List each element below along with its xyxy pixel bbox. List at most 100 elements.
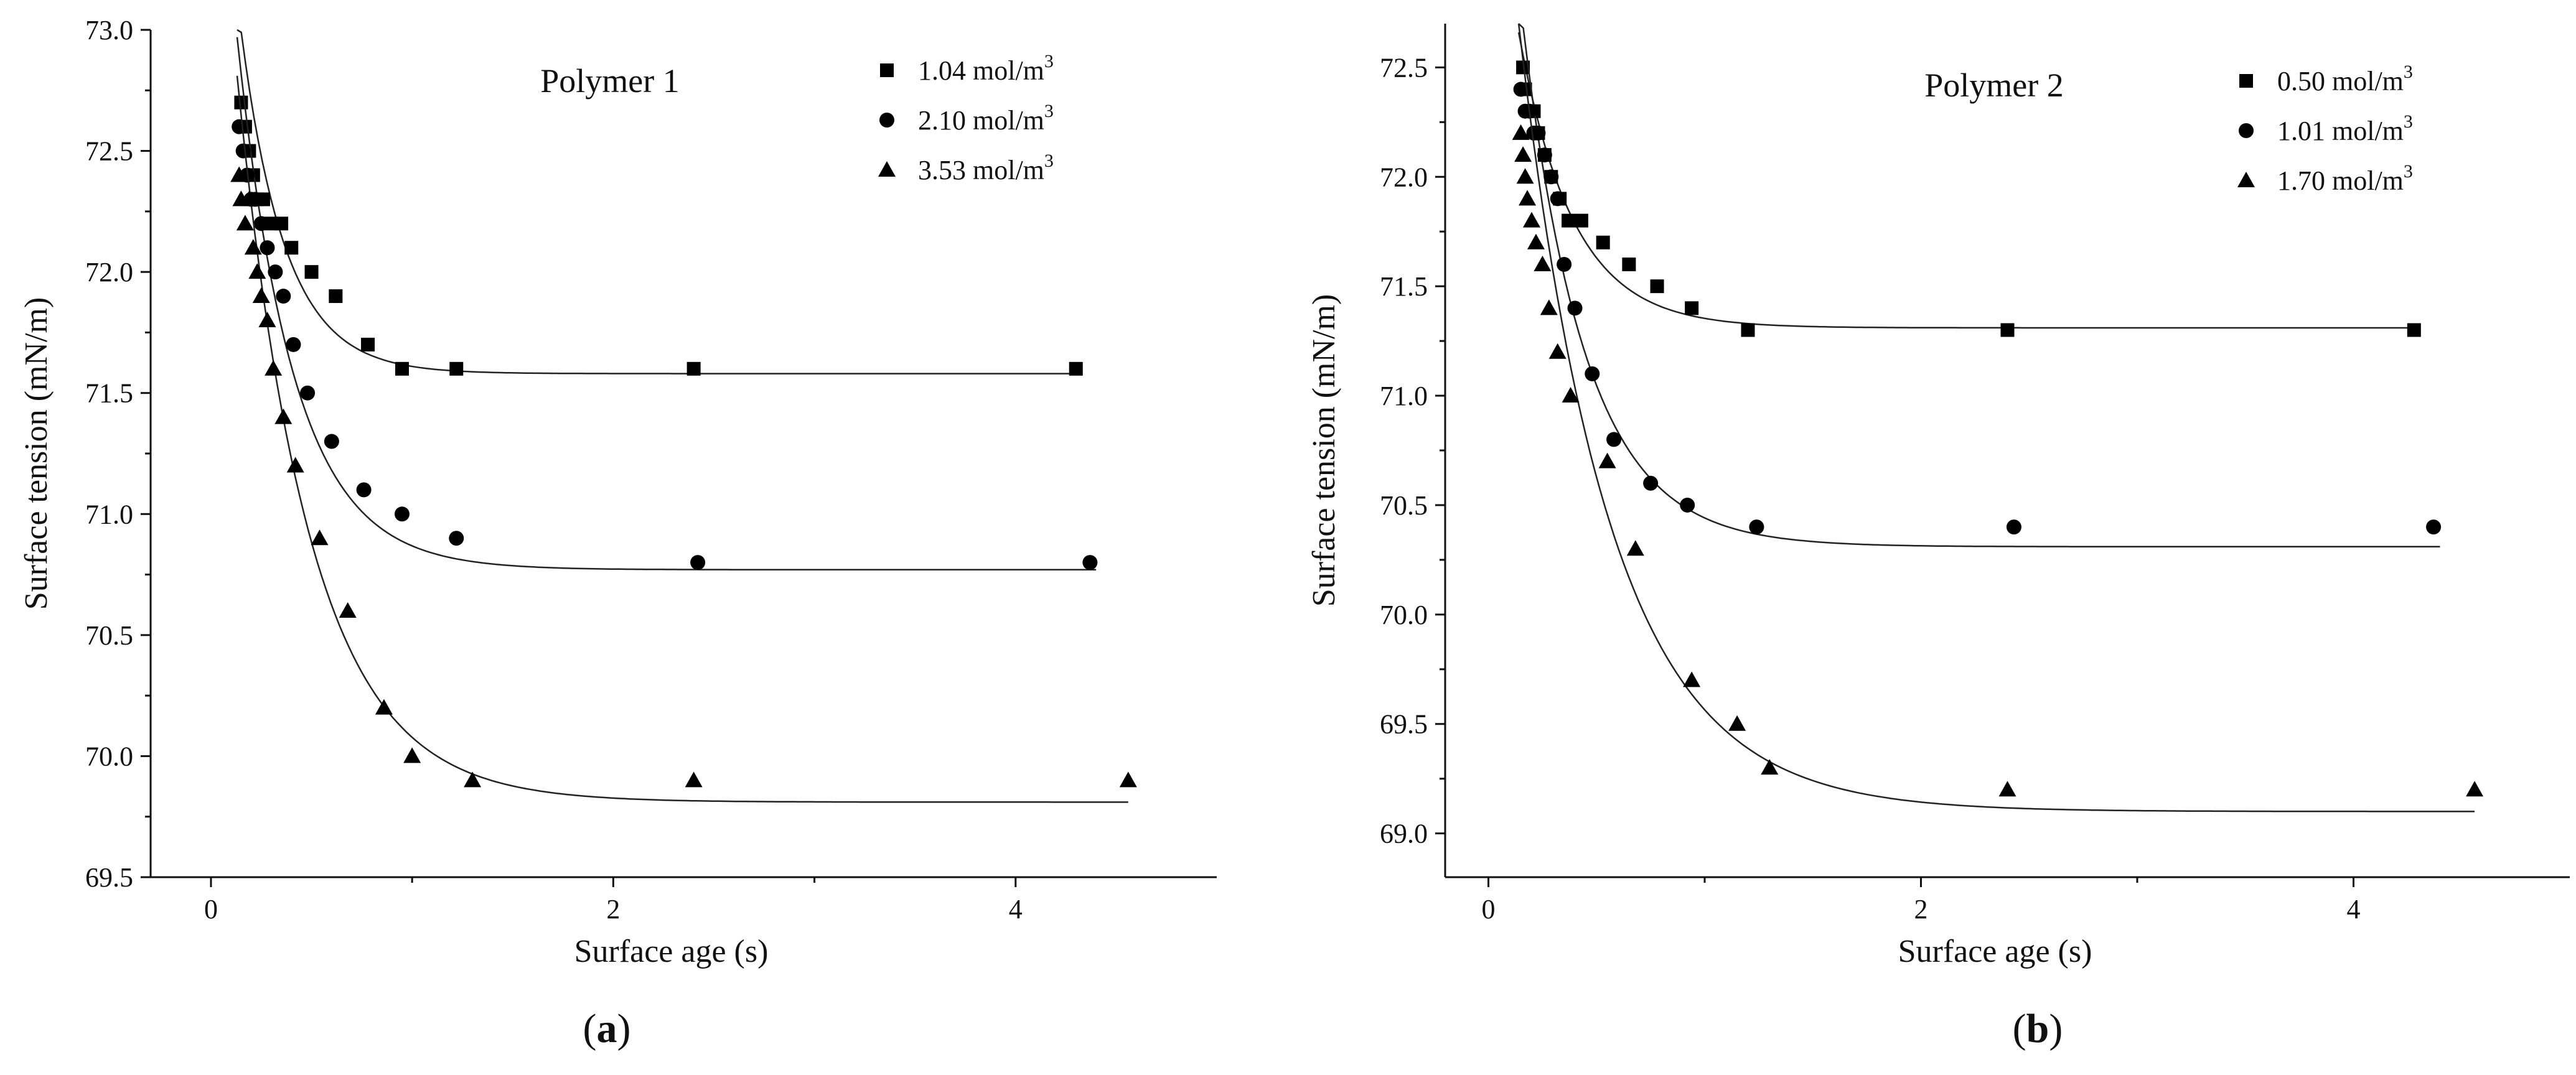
data-point	[1574, 213, 1588, 228]
data-point	[235, 143, 251, 159]
data-point	[1749, 519, 1764, 535]
panel-caption: (a)	[583, 1006, 631, 1051]
x-tick-label: 2	[606, 894, 620, 924]
data-point	[304, 265, 319, 279]
data-point	[1543, 169, 1559, 185]
data-point	[1516, 168, 1534, 184]
data-point	[268, 264, 283, 280]
x-tick-label: 4	[2347, 894, 2361, 924]
panel-title: Polymer 2	[1924, 67, 2064, 104]
data-point	[274, 408, 293, 424]
data-point	[1516, 60, 1530, 75]
series-2	[1513, 23, 2442, 548]
data-point	[1585, 366, 1600, 381]
chart-panel-a: 69.5 70.0 70.5 71.0 71.5 72.0 72.5 73.0 0 2 4 Surfa…	[19, 15, 1217, 1051]
data-point	[248, 263, 266, 279]
data-point	[1650, 279, 1664, 294]
legend-label-superscript: 3	[1044, 51, 1054, 72]
legend-label-text: 1.01 mol/m	[2277, 116, 2404, 146]
legend-label-text: 0.50 mol/m	[2277, 66, 2404, 96]
y-tick-label: 72.0	[1380, 162, 1428, 192]
data-point	[1514, 146, 1532, 162]
y-tick-label: 72.5	[1380, 52, 1428, 83]
panel-caption: (b)	[2013, 1006, 2063, 1051]
y-tick-label: 71.5	[1380, 271, 1428, 302]
data-point	[1741, 323, 1755, 337]
data-point	[1534, 255, 1552, 271]
data-point	[1626, 540, 1644, 556]
data-point	[361, 337, 375, 351]
x-tick-label: 0	[1482, 894, 1496, 924]
data-point	[1761, 759, 1779, 775]
data-point	[329, 289, 343, 304]
data-point	[1537, 147, 1552, 163]
data-point	[1683, 671, 1701, 687]
data-point	[260, 240, 275, 256]
data-point	[1567, 300, 1583, 316]
fit-curve-2	[236, 37, 1097, 571]
data-point	[1530, 125, 1546, 141]
data-point	[1598, 452, 1616, 468]
data-point	[1562, 387, 1580, 403]
data-point	[324, 434, 339, 449]
x-tick-label: 0	[204, 894, 218, 924]
data-point	[1680, 497, 1695, 513]
data-point	[464, 771, 482, 788]
series-3	[230, 75, 1137, 803]
data-point	[2407, 323, 2421, 337]
data-point	[685, 771, 703, 788]
data-point	[403, 747, 421, 763]
data-point	[258, 311, 276, 327]
legend-label-superscript: 3	[1044, 101, 1054, 121]
legend-label-1: 0.50 mol/m3	[2277, 62, 2413, 96]
data-point	[1728, 715, 1746, 731]
data-point	[2466, 781, 2484, 797]
data-point	[339, 602, 357, 618]
data-point	[286, 457, 304, 473]
legend-label-superscript: 3	[2404, 111, 2413, 132]
x-tick-label: 4	[1009, 894, 1023, 924]
data-point	[1512, 124, 1530, 140]
y-axis-title: Surface tension (mN/m)	[1306, 294, 1342, 607]
legend-marker-3	[878, 161, 896, 177]
legend-label-2: 1.01 mol/m3	[2277, 111, 2413, 146]
chart-a-svg: 69.5 70.0 70.5 71.0 71.5 72.0 72.5 73.0 0 2 4 Surfa…	[19, 15, 1217, 1051]
x-tick-label: 2	[1914, 894, 1928, 924]
panel-title: Polymer 1	[540, 62, 680, 100]
data-point	[449, 531, 464, 546]
caption-open-paren: (	[2013, 1006, 2026, 1051]
y-tick-label: 70.0	[85, 741, 133, 771]
caption-label: a	[597, 1006, 617, 1051]
caption-open-paren: (	[583, 1006, 597, 1051]
data-point	[265, 360, 283, 376]
data-point	[240, 190, 258, 207]
y-tick-label: 71.5	[85, 378, 133, 409]
data-point	[244, 239, 262, 255]
data-point	[690, 555, 706, 570]
legend-marker-2	[879, 113, 894, 128]
data-point	[1643, 475, 1659, 491]
legend-marker-1	[880, 63, 894, 77]
data-point	[300, 385, 316, 401]
caption-close-paren: )	[617, 1006, 631, 1051]
legend-label-3: 3.53 mol/m3	[918, 151, 1054, 185]
legend-label-text: 1.04 mol/m	[918, 55, 1044, 86]
data-point	[1119, 771, 1137, 788]
legend-label-1: 1.04 mol/m3	[918, 51, 1054, 86]
data-point	[1550, 191, 1565, 207]
data-point	[1513, 81, 1529, 97]
y-tick-label: 71.0	[1380, 381, 1428, 411]
data-point	[1606, 432, 1622, 447]
y-tick-label: 70.5	[1380, 490, 1428, 521]
data-point	[1622, 257, 1636, 271]
legend-label-superscript: 3	[2404, 62, 2413, 82]
data-point	[1596, 235, 1610, 249]
x-axis-title: Surface age (s)	[1898, 934, 2092, 969]
data-point	[230, 166, 248, 182]
caption-close-paren: )	[2049, 1006, 2063, 1051]
legend-label-2: 2.10 mol/m3	[918, 101, 1054, 136]
y-tick-label: 70.0	[1380, 600, 1428, 630]
y-tick-label: 70.5	[85, 620, 133, 651]
data-point	[1685, 301, 1699, 315]
legend-marker-3	[2237, 172, 2255, 187]
